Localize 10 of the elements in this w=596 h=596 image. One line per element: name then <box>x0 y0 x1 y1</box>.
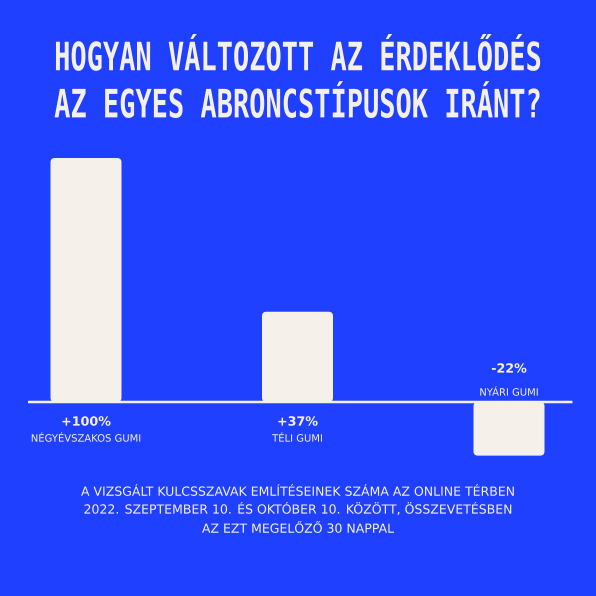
chart-title: HOGYAN VÁLTOZOTT AZ ÉRDEKLŐDÉS AZ EGYES ABRONCSTÍPUSOK IRÁNT? <box>54 34 540 118</box>
data-label: +100% <box>62 416 111 426</box>
text: AZ EZT MEGELŐZŐ 30 NAPPAL <box>202 521 394 533</box>
data-label: +37% <box>278 416 318 426</box>
data-label: -22% <box>492 363 526 373</box>
x-tick-label: NYÁRI GUMI <box>480 386 538 396</box>
x-tick-label: NÉGYÉVSZAKOS GUMI <box>32 432 140 442</box>
text: A VIZSGÁLT KULCSSZAVAK EMLÍTÉSEINEK SZÁMA AZ ONLINE TÉRBEN <box>81 484 514 496</box>
text: 2022. SZEPTEMBER 10. ÉS OKTÓBER 10. KÖZÖTT, ÖSSZEVETÉSBEN <box>84 502 512 516</box>
x-tick-label: TÉLI GUMI <box>272 432 322 442</box>
